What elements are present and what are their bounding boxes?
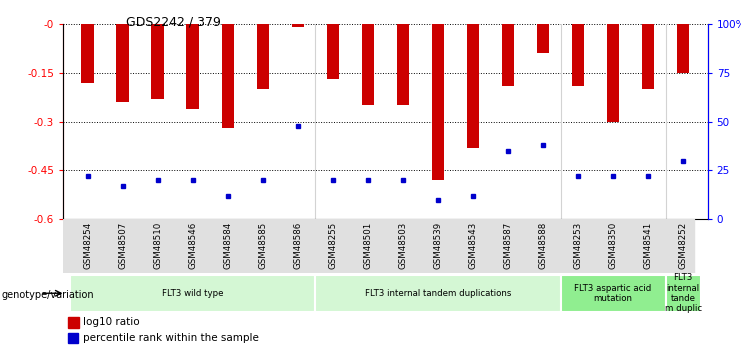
Text: GSM48587: GSM48587 [503,222,513,269]
Bar [82,24,93,82]
Bar [502,24,514,86]
Bar [432,24,444,180]
Text: GSM48543: GSM48543 [468,222,477,269]
Text: GSM48546: GSM48546 [188,222,197,269]
Text: FLT3 aspartic acid
mutation: FLT3 aspartic acid mutation [574,284,651,303]
Bar [187,24,199,109]
Bar [677,24,689,73]
Bar [536,24,549,53]
Text: GSM48507: GSM48507 [118,222,127,269]
Bar [315,275,560,312]
Bar [607,24,619,122]
Bar [256,24,269,89]
Bar [68,333,78,344]
Text: GSM48253: GSM48253 [574,222,582,269]
Text: genotype/variation: genotype/variation [1,290,94,300]
Text: FLT3 wild type: FLT3 wild type [162,289,223,298]
Text: GSM48501: GSM48501 [363,222,372,269]
Bar [70,275,315,312]
Text: GSM48541: GSM48541 [644,222,653,269]
Text: FLT3 internal tandem duplications: FLT3 internal tandem duplications [365,289,511,298]
Bar [642,24,654,89]
Text: GSM48539: GSM48539 [433,222,442,269]
Text: GSM48586: GSM48586 [293,222,302,269]
Bar [327,24,339,79]
Bar [665,275,701,312]
Text: FLT3
internal
tande
m duplic: FLT3 internal tande m duplic [665,273,702,313]
Bar [572,24,584,86]
Text: GSM48255: GSM48255 [328,222,337,269]
Text: percentile rank within the sample: percentile rank within the sample [83,333,259,343]
Bar [467,24,479,148]
Text: log10 ratio: log10 ratio [83,317,139,327]
Text: GSM48510: GSM48510 [153,222,162,269]
Text: GSM48254: GSM48254 [83,222,92,269]
Bar [116,24,129,102]
Bar [222,24,234,128]
Text: GSM48588: GSM48588 [539,222,548,269]
Text: GSM48350: GSM48350 [608,222,617,269]
Bar [292,24,304,27]
Bar [560,275,665,312]
Bar [396,24,409,105]
Text: GSM48585: GSM48585 [258,222,268,269]
Text: GSM48503: GSM48503 [399,222,408,269]
Bar [68,317,79,328]
Bar [362,24,374,105]
Text: GDS2242 / 379: GDS2242 / 379 [126,16,221,29]
Text: GSM48252: GSM48252 [679,222,688,269]
Bar [151,24,164,99]
Text: GSM48584: GSM48584 [223,222,232,269]
